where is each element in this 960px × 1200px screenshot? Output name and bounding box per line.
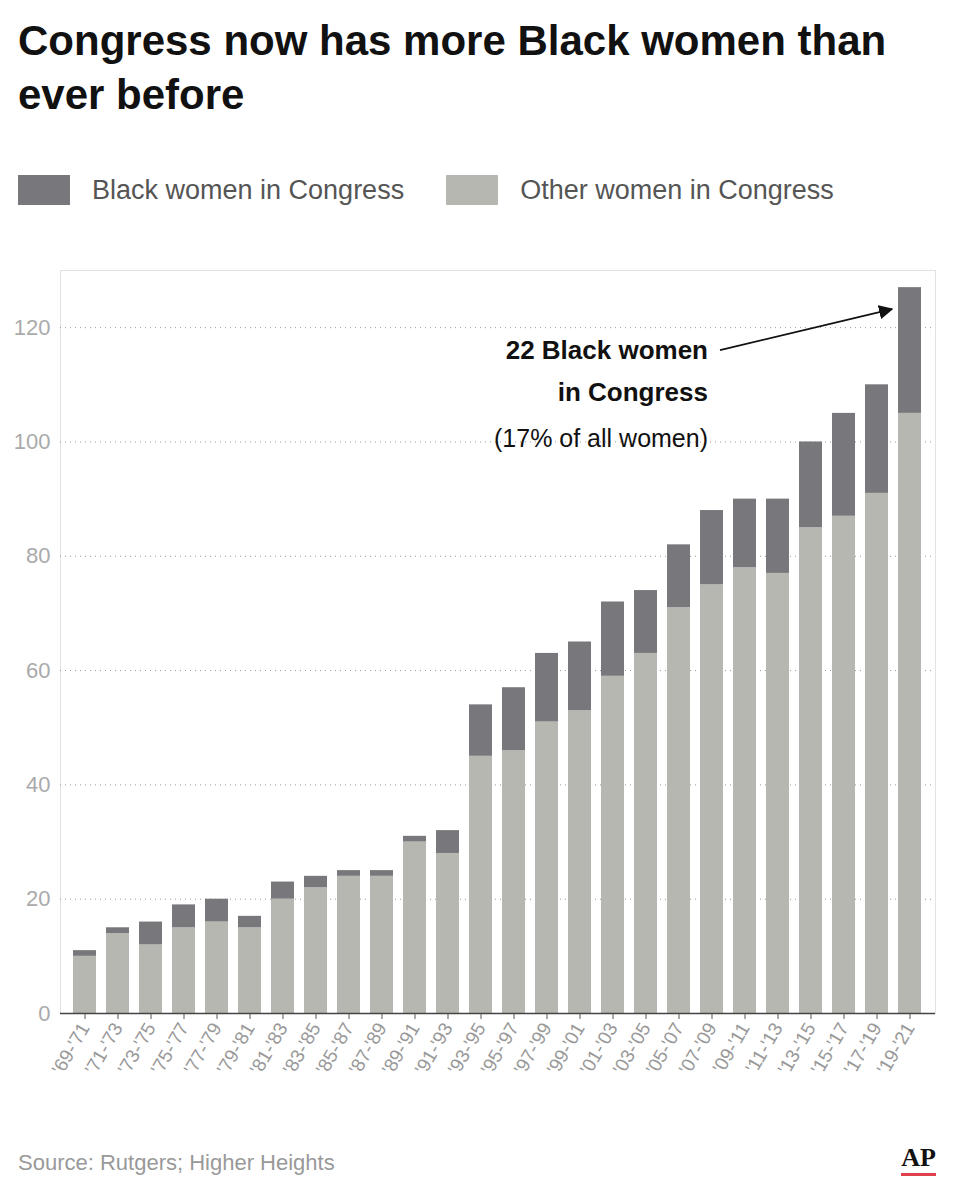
svg-text:'99-'01: '99-'01 xyxy=(542,1019,589,1078)
svg-text:'01-'03: '01-'03 xyxy=(575,1019,622,1078)
svg-text:'03-'05: '03-'05 xyxy=(608,1019,655,1078)
svg-text:'19-'21: '19-'21 xyxy=(873,1019,919,1078)
svg-text:100: 100 xyxy=(14,429,51,454)
svg-text:'93-'95: '93-'95 xyxy=(443,1019,490,1078)
svg-text:60: 60 xyxy=(26,658,50,683)
svg-text:'05-'07: '05-'07 xyxy=(641,1019,688,1078)
svg-text:'75-'77: '75-'77 xyxy=(146,1019,193,1078)
svg-text:40: 40 xyxy=(26,772,50,797)
svg-text:'11-'13: '11-'13 xyxy=(741,1019,787,1077)
svg-text:'17-'19: '17-'19 xyxy=(839,1019,886,1078)
svg-text:'87-'89: '87-'89 xyxy=(344,1019,391,1078)
html-text:Congress now has more Black wo: Congress now has more Black women than e… xyxy=(18,17,887,118)
svg-text:0: 0 xyxy=(38,1001,50,1026)
svg-text:20: 20 xyxy=(26,886,50,911)
svg-text:'71-'73: '71-'73 xyxy=(80,1019,127,1078)
svg-text:'83-'85: '83-'85 xyxy=(278,1019,325,1078)
svg-text:in Congress: in Congress xyxy=(558,377,708,407)
svg-text:'69-'71: '69-'71 xyxy=(47,1019,94,1078)
html-text:Other women in Congress: Other women in Congress xyxy=(520,174,834,205)
svg-text:'91-'93: '91-'93 xyxy=(410,1019,457,1078)
html-text:AP: AP xyxy=(901,1143,936,1172)
svg-text:'13-'15: '13-'15 xyxy=(773,1019,820,1078)
svg-text:'77-'79: '77-'79 xyxy=(179,1019,226,1078)
svg-text:22 Black women: 22 Black women xyxy=(506,335,708,365)
svg-text:'15-'17: '15-'17 xyxy=(806,1019,853,1078)
svg-text:'73-'75: '73-'75 xyxy=(113,1019,160,1078)
svg-text:'09-'11: '09-'11 xyxy=(708,1019,754,1077)
svg-text:'81-'83: '81-'83 xyxy=(245,1019,292,1078)
svg-text:'95-'97: '95-'97 xyxy=(476,1019,523,1078)
html-text:Source: Rutgers; Higher Height: Source: Rutgers; Higher Heights xyxy=(18,1150,335,1175)
svg-text:'07-'09: '07-'09 xyxy=(674,1019,721,1078)
svg-text:'89-'91: '89-'91 xyxy=(377,1019,424,1078)
svg-text:120: 120 xyxy=(14,315,51,340)
svg-text:80: 80 xyxy=(26,543,50,568)
svg-text:'85-'87: '85-'87 xyxy=(311,1019,358,1078)
svg-text:'97-'99: '97-'99 xyxy=(509,1019,556,1078)
svg-text:'79-'81: '79-'81 xyxy=(212,1019,259,1078)
html-text:Black women in Congress: Black women in Congress xyxy=(92,174,405,205)
svg-text:(17% of all women): (17% of all women) xyxy=(494,424,708,452)
